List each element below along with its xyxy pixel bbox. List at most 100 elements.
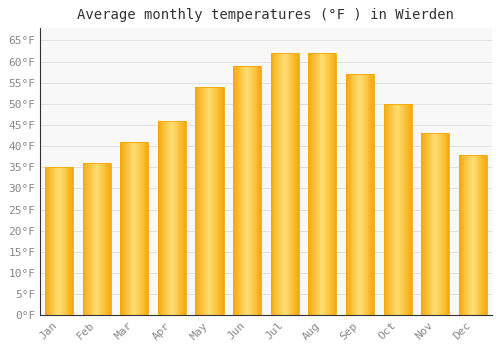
Bar — [204, 87, 205, 315]
Bar — [280, 53, 281, 315]
Bar — [430, 133, 432, 315]
Bar — [183, 121, 184, 315]
Bar — [410, 104, 411, 315]
Bar — [356, 74, 357, 315]
Bar — [244, 66, 245, 315]
Bar — [462, 155, 464, 315]
Bar — [295, 53, 296, 315]
Bar — [470, 155, 471, 315]
Bar — [104, 163, 105, 315]
Bar — [220, 87, 221, 315]
Bar — [124, 142, 125, 315]
Bar — [480, 155, 482, 315]
Bar — [316, 53, 318, 315]
Bar — [425, 133, 426, 315]
Bar — [54, 167, 55, 315]
Bar — [467, 155, 468, 315]
Bar — [408, 104, 409, 315]
Bar — [142, 142, 144, 315]
Bar — [442, 133, 443, 315]
Bar — [283, 53, 284, 315]
Bar — [400, 104, 402, 315]
Bar — [146, 142, 148, 315]
Bar — [63, 167, 64, 315]
Bar — [234, 66, 235, 315]
Bar — [233, 66, 234, 315]
Bar — [469, 155, 470, 315]
Bar — [215, 87, 216, 315]
Bar — [98, 163, 100, 315]
Bar — [358, 74, 359, 315]
Bar — [386, 104, 388, 315]
Bar — [370, 74, 372, 315]
Bar — [66, 167, 68, 315]
Bar — [139, 142, 140, 315]
Bar — [373, 74, 374, 315]
Bar — [406, 104, 407, 315]
Bar — [248, 66, 249, 315]
Bar — [253, 66, 254, 315]
Bar — [440, 133, 441, 315]
Bar — [138, 142, 139, 315]
Bar — [130, 142, 132, 315]
Bar — [61, 167, 62, 315]
Bar — [219, 87, 220, 315]
Bar — [362, 74, 363, 315]
Bar — [325, 53, 326, 315]
Bar — [372, 74, 373, 315]
Bar — [122, 142, 123, 315]
Bar — [392, 104, 393, 315]
Bar — [88, 163, 89, 315]
Bar — [237, 66, 238, 315]
Bar — [252, 66, 253, 315]
Bar — [361, 74, 362, 315]
Bar — [320, 53, 322, 315]
Bar — [364, 74, 366, 315]
Bar — [170, 121, 171, 315]
Bar — [405, 104, 406, 315]
Bar — [407, 104, 408, 315]
Bar — [472, 155, 473, 315]
Bar — [93, 163, 94, 315]
Bar — [208, 87, 210, 315]
Bar — [322, 53, 324, 315]
Bar — [298, 53, 299, 315]
Bar — [279, 53, 280, 315]
Bar — [424, 133, 425, 315]
Bar — [120, 142, 121, 315]
Bar — [350, 74, 352, 315]
Bar — [82, 163, 110, 315]
Bar — [426, 133, 427, 315]
Bar — [384, 104, 411, 315]
Bar — [423, 133, 424, 315]
Bar — [474, 155, 476, 315]
Bar — [478, 155, 480, 315]
Bar — [290, 53, 292, 315]
Bar — [437, 133, 438, 315]
Bar — [330, 53, 331, 315]
Bar — [347, 74, 348, 315]
Bar — [411, 104, 412, 315]
Bar — [314, 53, 315, 315]
Bar — [125, 142, 126, 315]
Bar — [313, 53, 314, 315]
Bar — [121, 142, 122, 315]
Bar — [346, 74, 347, 315]
Bar — [327, 53, 328, 315]
Bar — [168, 121, 169, 315]
Bar — [296, 53, 297, 315]
Bar — [56, 167, 57, 315]
Bar — [388, 104, 389, 315]
Bar — [282, 53, 283, 315]
Bar — [254, 66, 256, 315]
Bar — [310, 53, 311, 315]
Bar — [45, 167, 46, 315]
Bar — [436, 133, 437, 315]
Bar — [48, 167, 50, 315]
Bar — [70, 167, 71, 315]
Bar — [233, 66, 261, 315]
Bar — [171, 121, 172, 315]
Bar — [196, 87, 224, 315]
Bar — [184, 121, 185, 315]
Bar — [198, 87, 199, 315]
